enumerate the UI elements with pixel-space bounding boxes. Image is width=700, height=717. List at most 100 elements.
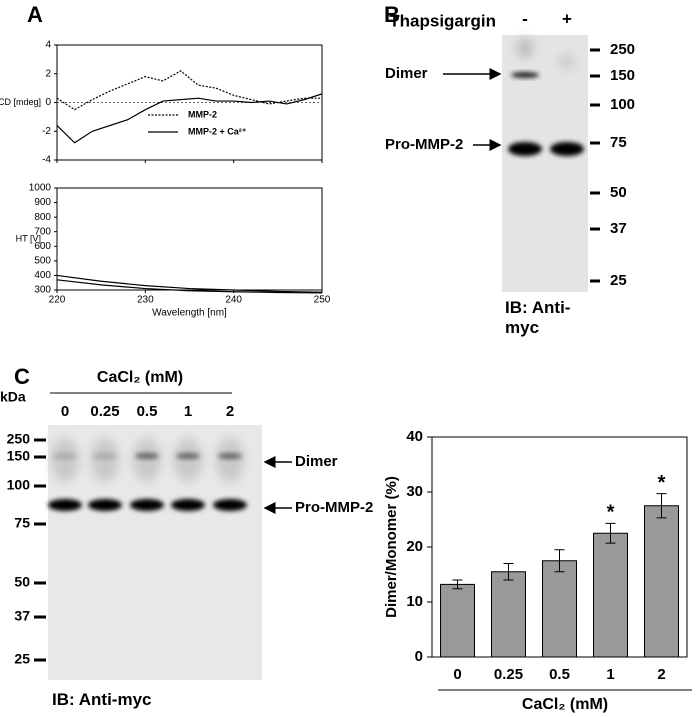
series-line <box>56 279 323 294</box>
ladder-label: 100 <box>7 477 31 493</box>
bar <box>644 505 679 658</box>
y-axis-label: HT [V] <box>16 233 41 243</box>
y-axis-label: CD [mdeg] <box>0 97 41 107</box>
band <box>171 499 205 511</box>
plot-frame <box>56 187 323 291</box>
x-tick-label: 250 <box>314 295 331 306</box>
ladder-label: 150 <box>7 448 31 464</box>
error-bar <box>656 493 667 519</box>
x-tick-label: 0.25 <box>494 666 523 683</box>
y-axis-label: Dimer/Monomer (%) <box>383 476 400 618</box>
panel-label: A <box>27 2 43 27</box>
band <box>88 499 122 511</box>
band <box>511 72 539 78</box>
y-tick-label: 600 <box>34 241 51 252</box>
lane-label: + <box>562 9 572 28</box>
series-line <box>56 274 323 293</box>
smear <box>174 438 202 482</box>
bar <box>593 532 628 658</box>
ladder-label: 25 <box>610 272 627 289</box>
ladder-label: 150 <box>610 67 635 84</box>
x-tick-label: 2 <box>657 666 665 683</box>
smear <box>91 438 119 482</box>
band-label: Pro-MMP-2 <box>295 499 373 516</box>
band <box>176 453 200 459</box>
smear <box>216 438 244 482</box>
band <box>550 142 584 156</box>
ladder-label: 50 <box>610 184 627 201</box>
legend-label: MMP-2 + Ca²⁺ <box>188 126 247 136</box>
x-axis-label: Wavelength [nm] <box>152 308 227 319</box>
caption: IB: Anti-myc <box>52 690 152 709</box>
y-tick-label: 2 <box>45 68 51 79</box>
ladder-label: 250 <box>7 431 31 447</box>
band <box>48 499 82 511</box>
ladder-label: 100 <box>610 96 635 113</box>
y-tick-label: 4 <box>45 40 51 51</box>
band <box>130 499 164 511</box>
band <box>218 453 242 459</box>
band-label: Dimer <box>295 453 338 470</box>
y-tick-label: 10 <box>406 593 423 610</box>
error-bar <box>605 522 616 544</box>
x-tick-label: 230 <box>137 295 154 306</box>
caption: IB: Anti-myc <box>505 298 571 337</box>
y-tick-label: -4 <box>42 155 51 166</box>
ladder-label: 37 <box>610 220 627 237</box>
x-tick-label: 240 <box>225 295 242 306</box>
lane-label: 2 <box>226 403 234 420</box>
y-tick-label: 30 <box>406 483 423 500</box>
band <box>508 142 542 156</box>
significance: * <box>607 502 615 524</box>
series-line <box>56 93 323 144</box>
lane-label: 0.5 <box>137 403 158 420</box>
x-tick-label: 220 <box>49 295 66 306</box>
bar <box>491 571 526 658</box>
y-tick-label: 400 <box>34 270 51 281</box>
y-tick-label: 1000 <box>29 183 52 194</box>
blot <box>502 35 588 292</box>
y-tick-label: 20 <box>406 538 423 555</box>
significance: * <box>658 472 666 494</box>
bar <box>542 560 577 658</box>
y-tick-label: 40 <box>406 428 423 445</box>
error-bar <box>554 549 565 573</box>
bar <box>440 583 475 658</box>
legend-label: MMP-2 <box>188 109 217 119</box>
smear <box>51 438 79 482</box>
ladder-label: 75 <box>610 134 627 151</box>
panel-label: C <box>14 364 30 389</box>
panel-label: B <box>384 2 400 27</box>
ladder-label: 250 <box>610 41 635 58</box>
ladder-label: 25 <box>14 651 30 667</box>
series-line <box>56 70 322 111</box>
band <box>517 38 533 58</box>
y-tick-label: 500 <box>34 255 51 266</box>
x-tick-label: 0 <box>453 666 461 683</box>
ladder-label: 37 <box>14 608 30 624</box>
band <box>135 453 159 459</box>
lane-label: 0 <box>61 403 69 420</box>
band-label: Dimer <box>385 65 428 82</box>
x-tick-label: 0.5 <box>549 666 570 683</box>
band <box>93 453 117 459</box>
error-bar <box>503 563 514 581</box>
ladder-label: 75 <box>14 515 30 531</box>
y-tick-label: 300 <box>34 285 51 296</box>
treatment: Thapsigargin <box>389 11 496 30</box>
y-tick-label: 0 <box>415 648 423 665</box>
y-tick-label: 800 <box>34 212 51 223</box>
smear <box>133 438 161 482</box>
x-tick-label: 1 <box>606 666 614 683</box>
band <box>213 499 247 511</box>
band-label: Pro-MMP-2 <box>385 136 463 153</box>
unit: kDa <box>0 389 26 405</box>
lanes <box>48 438 247 511</box>
x-axis-label: CaCl₂ (mM) <box>522 696 608 713</box>
y-tick-label: 700 <box>34 226 51 237</box>
ladder-label: 50 <box>14 574 30 590</box>
lane-label: 0.25 <box>90 403 119 420</box>
